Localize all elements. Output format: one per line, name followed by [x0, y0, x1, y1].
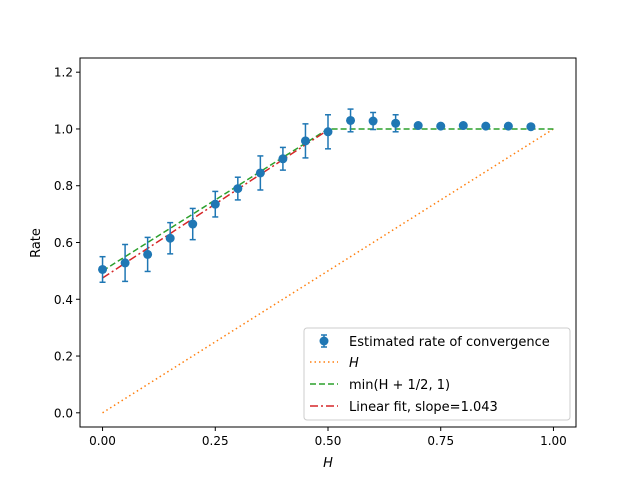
- data-point: [233, 184, 243, 194]
- data-point: [300, 136, 310, 146]
- legend-label-linear-fit: Linear fit, slope=1.043: [349, 400, 498, 415]
- y-tick-label: 1.2: [54, 66, 73, 80]
- plot-area: [98, 108, 554, 414]
- data-point: [143, 249, 153, 259]
- data-point: [346, 115, 356, 125]
- y-tick-label: 0.2: [54, 350, 73, 364]
- x-tick-label: 0.50: [315, 434, 342, 448]
- data-point: [323, 127, 333, 137]
- x-tick-label: 0.75: [427, 434, 454, 448]
- data-point: [503, 121, 513, 131]
- data-point: [255, 168, 265, 178]
- data-point: [278, 154, 288, 164]
- data-point: [526, 122, 536, 132]
- x-tick-label: 0.25: [202, 434, 229, 448]
- data-point: [436, 121, 446, 131]
- data-point: [210, 199, 220, 209]
- y-tick-label: 0.0: [54, 406, 73, 420]
- y-axis-label: Rate: [29, 228, 44, 258]
- axis-ticks: 0.00 0.25 0.50 0.75 1.00 0.0 0.2 0.4 0.6 0.8 1.0 1.…: [54, 66, 567, 448]
- legend-box: [303, 327, 571, 421]
- data-point: [98, 264, 108, 274]
- legend-label-estimated-rate: Estimated rate of convergence: [349, 335, 550, 350]
- legend: Estimated rate of convergence H min(H + …: [303, 327, 571, 421]
- data-point: [481, 121, 491, 131]
- series-line-1: [102, 128, 554, 414]
- legend-point-marker: [319, 336, 329, 346]
- data-point: [458, 121, 468, 131]
- x-tick-label: 0.00: [89, 434, 116, 448]
- data-point: [368, 116, 378, 126]
- x-axis-label: H: [323, 456, 333, 471]
- y-tick-label: 1.0: [54, 122, 73, 136]
- y-tick-label: 0.4: [54, 293, 73, 307]
- x-tick-label: 1.00: [540, 434, 567, 448]
- data-point: [165, 233, 175, 243]
- data-point: [413, 121, 423, 131]
- legend-label-h: H: [349, 356, 359, 371]
- data-point: [188, 219, 198, 229]
- data-point: [391, 118, 401, 128]
- y-tick-label: 0.8: [54, 179, 73, 193]
- y-tick-label: 0.6: [54, 236, 73, 250]
- legend-label-min: min(H + 1/2, 1): [349, 378, 450, 393]
- data-point: [120, 258, 130, 268]
